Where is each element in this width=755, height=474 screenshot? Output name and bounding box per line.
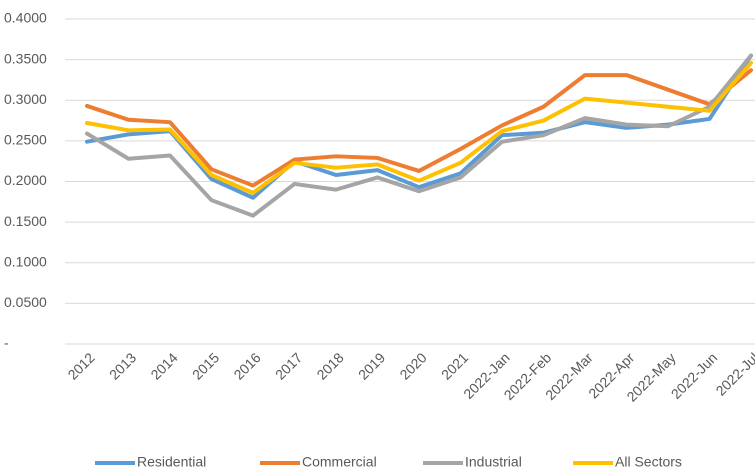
x-tick-label: 2014 — [147, 349, 180, 382]
legend-label: All Sectors — [615, 454, 682, 470]
x-tick-label: 2022-Jul — [712, 349, 755, 398]
legend-label: Residential — [137, 454, 206, 470]
x-tick-label: 2016 — [230, 349, 263, 382]
y-tick-label: 0.3000 — [4, 91, 47, 107]
x-tick-label: 2017 — [272, 349, 305, 382]
series-line — [85, 68, 753, 188]
x-tick-label: 2013 — [106, 349, 139, 382]
y-tick-label: 0.0500 — [4, 294, 47, 310]
y-tick-label: 0.1500 — [4, 213, 47, 229]
y-tick-label: 0.1000 — [4, 253, 47, 269]
legend-label: Industrial — [465, 454, 522, 470]
y-tick-label: 0.3500 — [4, 50, 47, 66]
y-tick-label: - — [4, 335, 9, 351]
x-tick-label: 2019 — [355, 349, 388, 382]
x-tick-label: 2022-Jun — [668, 349, 721, 402]
x-tick-label: 2012 — [64, 349, 97, 382]
legend-label: Commercial — [302, 454, 377, 470]
series-line — [85, 53, 753, 218]
y-tick-label: 0.2000 — [4, 172, 47, 188]
x-tick-label: 2020 — [396, 349, 429, 382]
x-tick-label: 2015 — [189, 349, 222, 382]
y-tick-label: 0.2500 — [4, 132, 47, 148]
y-tick-label: 0.4000 — [4, 10, 47, 26]
series-line — [85, 60, 753, 195]
x-tick-label: 2018 — [313, 349, 346, 382]
x-tick-label: 2021 — [438, 349, 471, 382]
